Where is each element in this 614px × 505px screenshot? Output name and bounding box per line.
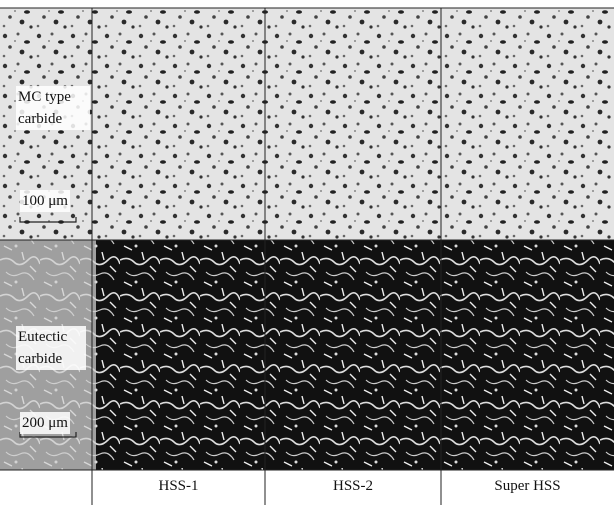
row-label: Eutectic carbide	[16, 326, 86, 370]
row-label: MC type carbide	[16, 86, 90, 130]
scale-label: 100 μm	[20, 190, 70, 212]
figure: MC type carbide 100 μm Eutectic carbide …	[0, 0, 614, 505]
column-label: HSS-1	[92, 478, 265, 495]
scale-label: 200 μm	[20, 412, 70, 434]
micrograph-grid	[0, 0, 614, 505]
column-label: Super HSS	[441, 478, 614, 495]
column-label: HSS-2	[265, 478, 441, 495]
